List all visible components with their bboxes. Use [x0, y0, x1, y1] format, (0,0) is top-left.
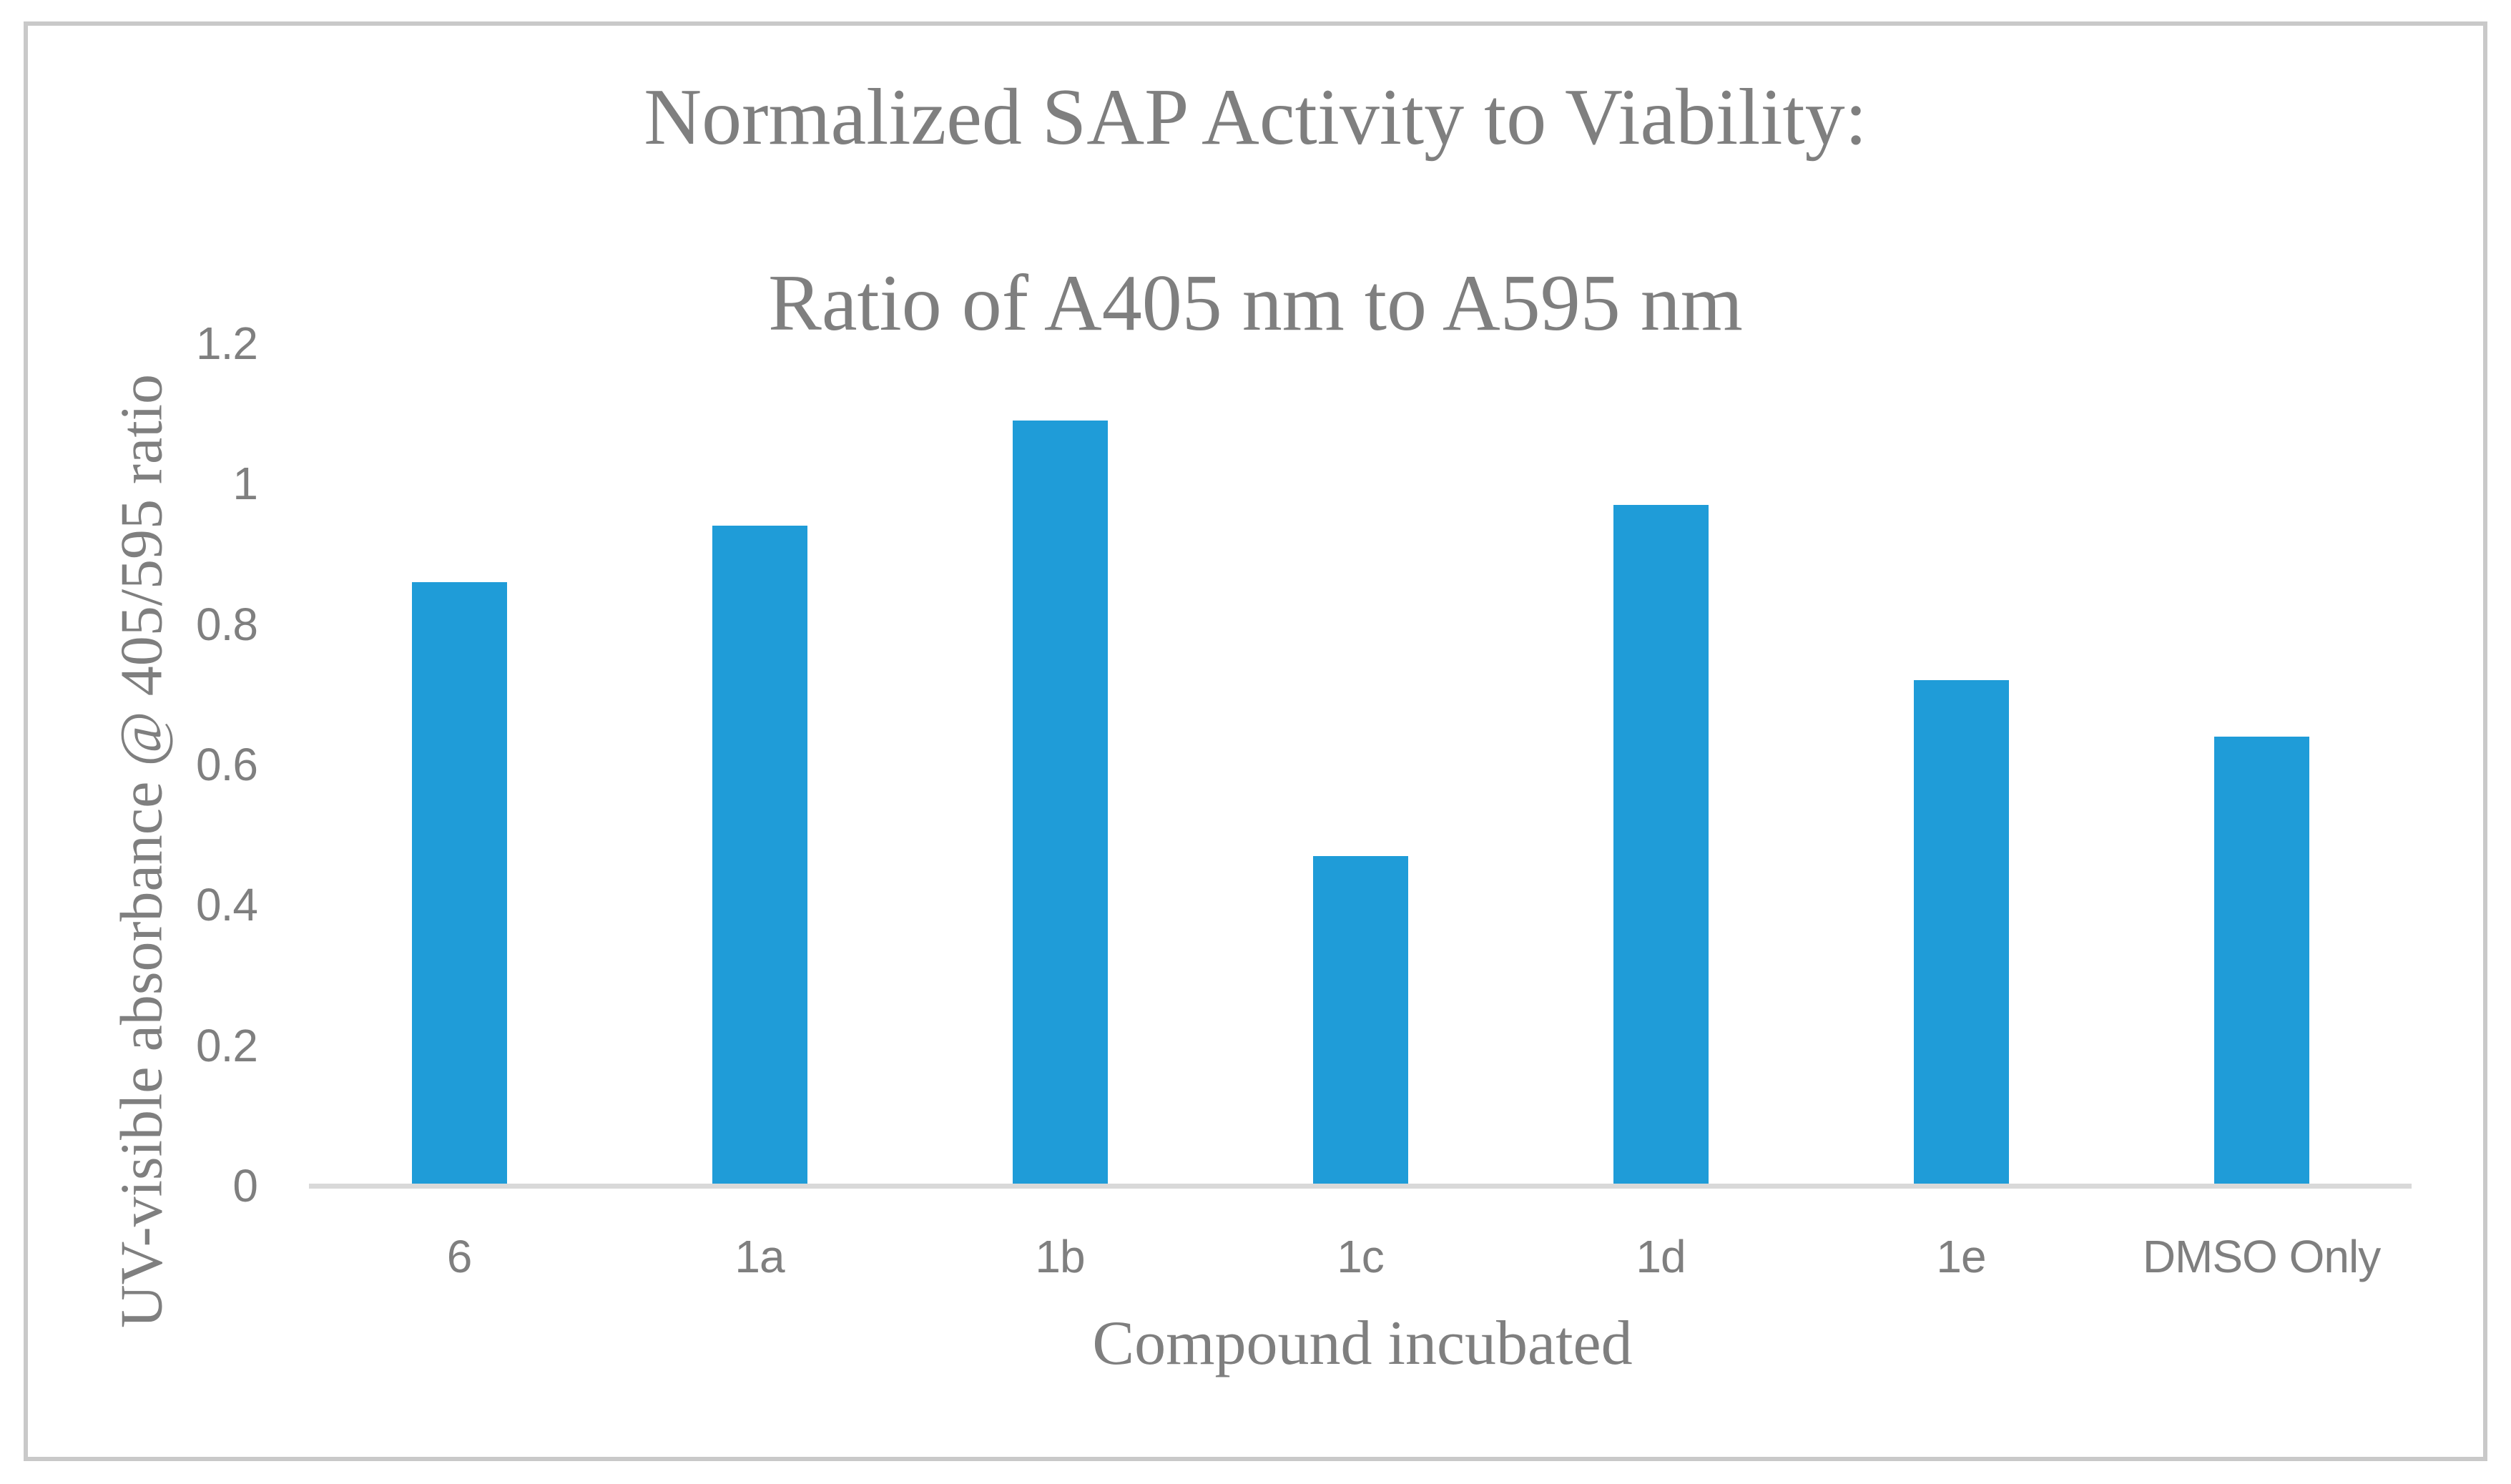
- y-tick-label-1: 1: [232, 458, 258, 510]
- bar-1b: [1012, 420, 1108, 1186]
- bar-slot: [1811, 343, 2111, 1186]
- y-tick-label-0: 0: [232, 1160, 258, 1212]
- x-tick-label-1d: 1d: [1636, 1231, 1686, 1282]
- bar-1e: [1913, 680, 2009, 1186]
- bar-1d: [1613, 504, 1709, 1186]
- bar-1a: [712, 526, 807, 1186]
- y-tick-label-0.4: 0.4: [196, 879, 258, 931]
- x-tick-label-1c: 1c: [1337, 1231, 1385, 1282]
- bar-DMSO Only: [2213, 736, 2309, 1186]
- bar-slot: [1210, 343, 1510, 1186]
- x-tick-label-DMSO Only: DMSO Only: [2142, 1231, 2381, 1282]
- x-tick-label-1e: 1e: [1936, 1231, 1986, 1282]
- bar-slot: [609, 343, 910, 1186]
- chart-title-line-2: Ratio of A405 nm to A595 nm: [768, 258, 1743, 348]
- bar-slot: [2111, 343, 2412, 1186]
- bar-slot: [309, 343, 609, 1186]
- y-tick-label-0.2: 0.2: [196, 1019, 258, 1071]
- y-tick-label-0.6: 0.6: [196, 739, 258, 790]
- x-tick-label-6: 6: [446, 1231, 473, 1282]
- x-axis-line: [309, 1184, 2412, 1189]
- chart-title-line-1: Normalized SAP Activity to Viability:: [644, 73, 1867, 162]
- plot-area: [309, 343, 2412, 1186]
- x-tick-label-1a: 1a: [734, 1231, 785, 1282]
- x-tick-label-1b: 1b: [1035, 1231, 1085, 1282]
- y-tick-label-0.8: 0.8: [196, 598, 258, 650]
- x-axis-title: Compound incubated: [1092, 1309, 1633, 1378]
- bar-slot: [1510, 343, 1811, 1186]
- bar-1c: [1312, 855, 1408, 1186]
- chart-title: Normalized SAP Activity to Viability: Ra…: [0, 72, 2511, 350]
- bar-slot: [910, 343, 1210, 1186]
- bar-6: [411, 581, 507, 1186]
- y-tick-label-1.2: 1.2: [196, 318, 258, 369]
